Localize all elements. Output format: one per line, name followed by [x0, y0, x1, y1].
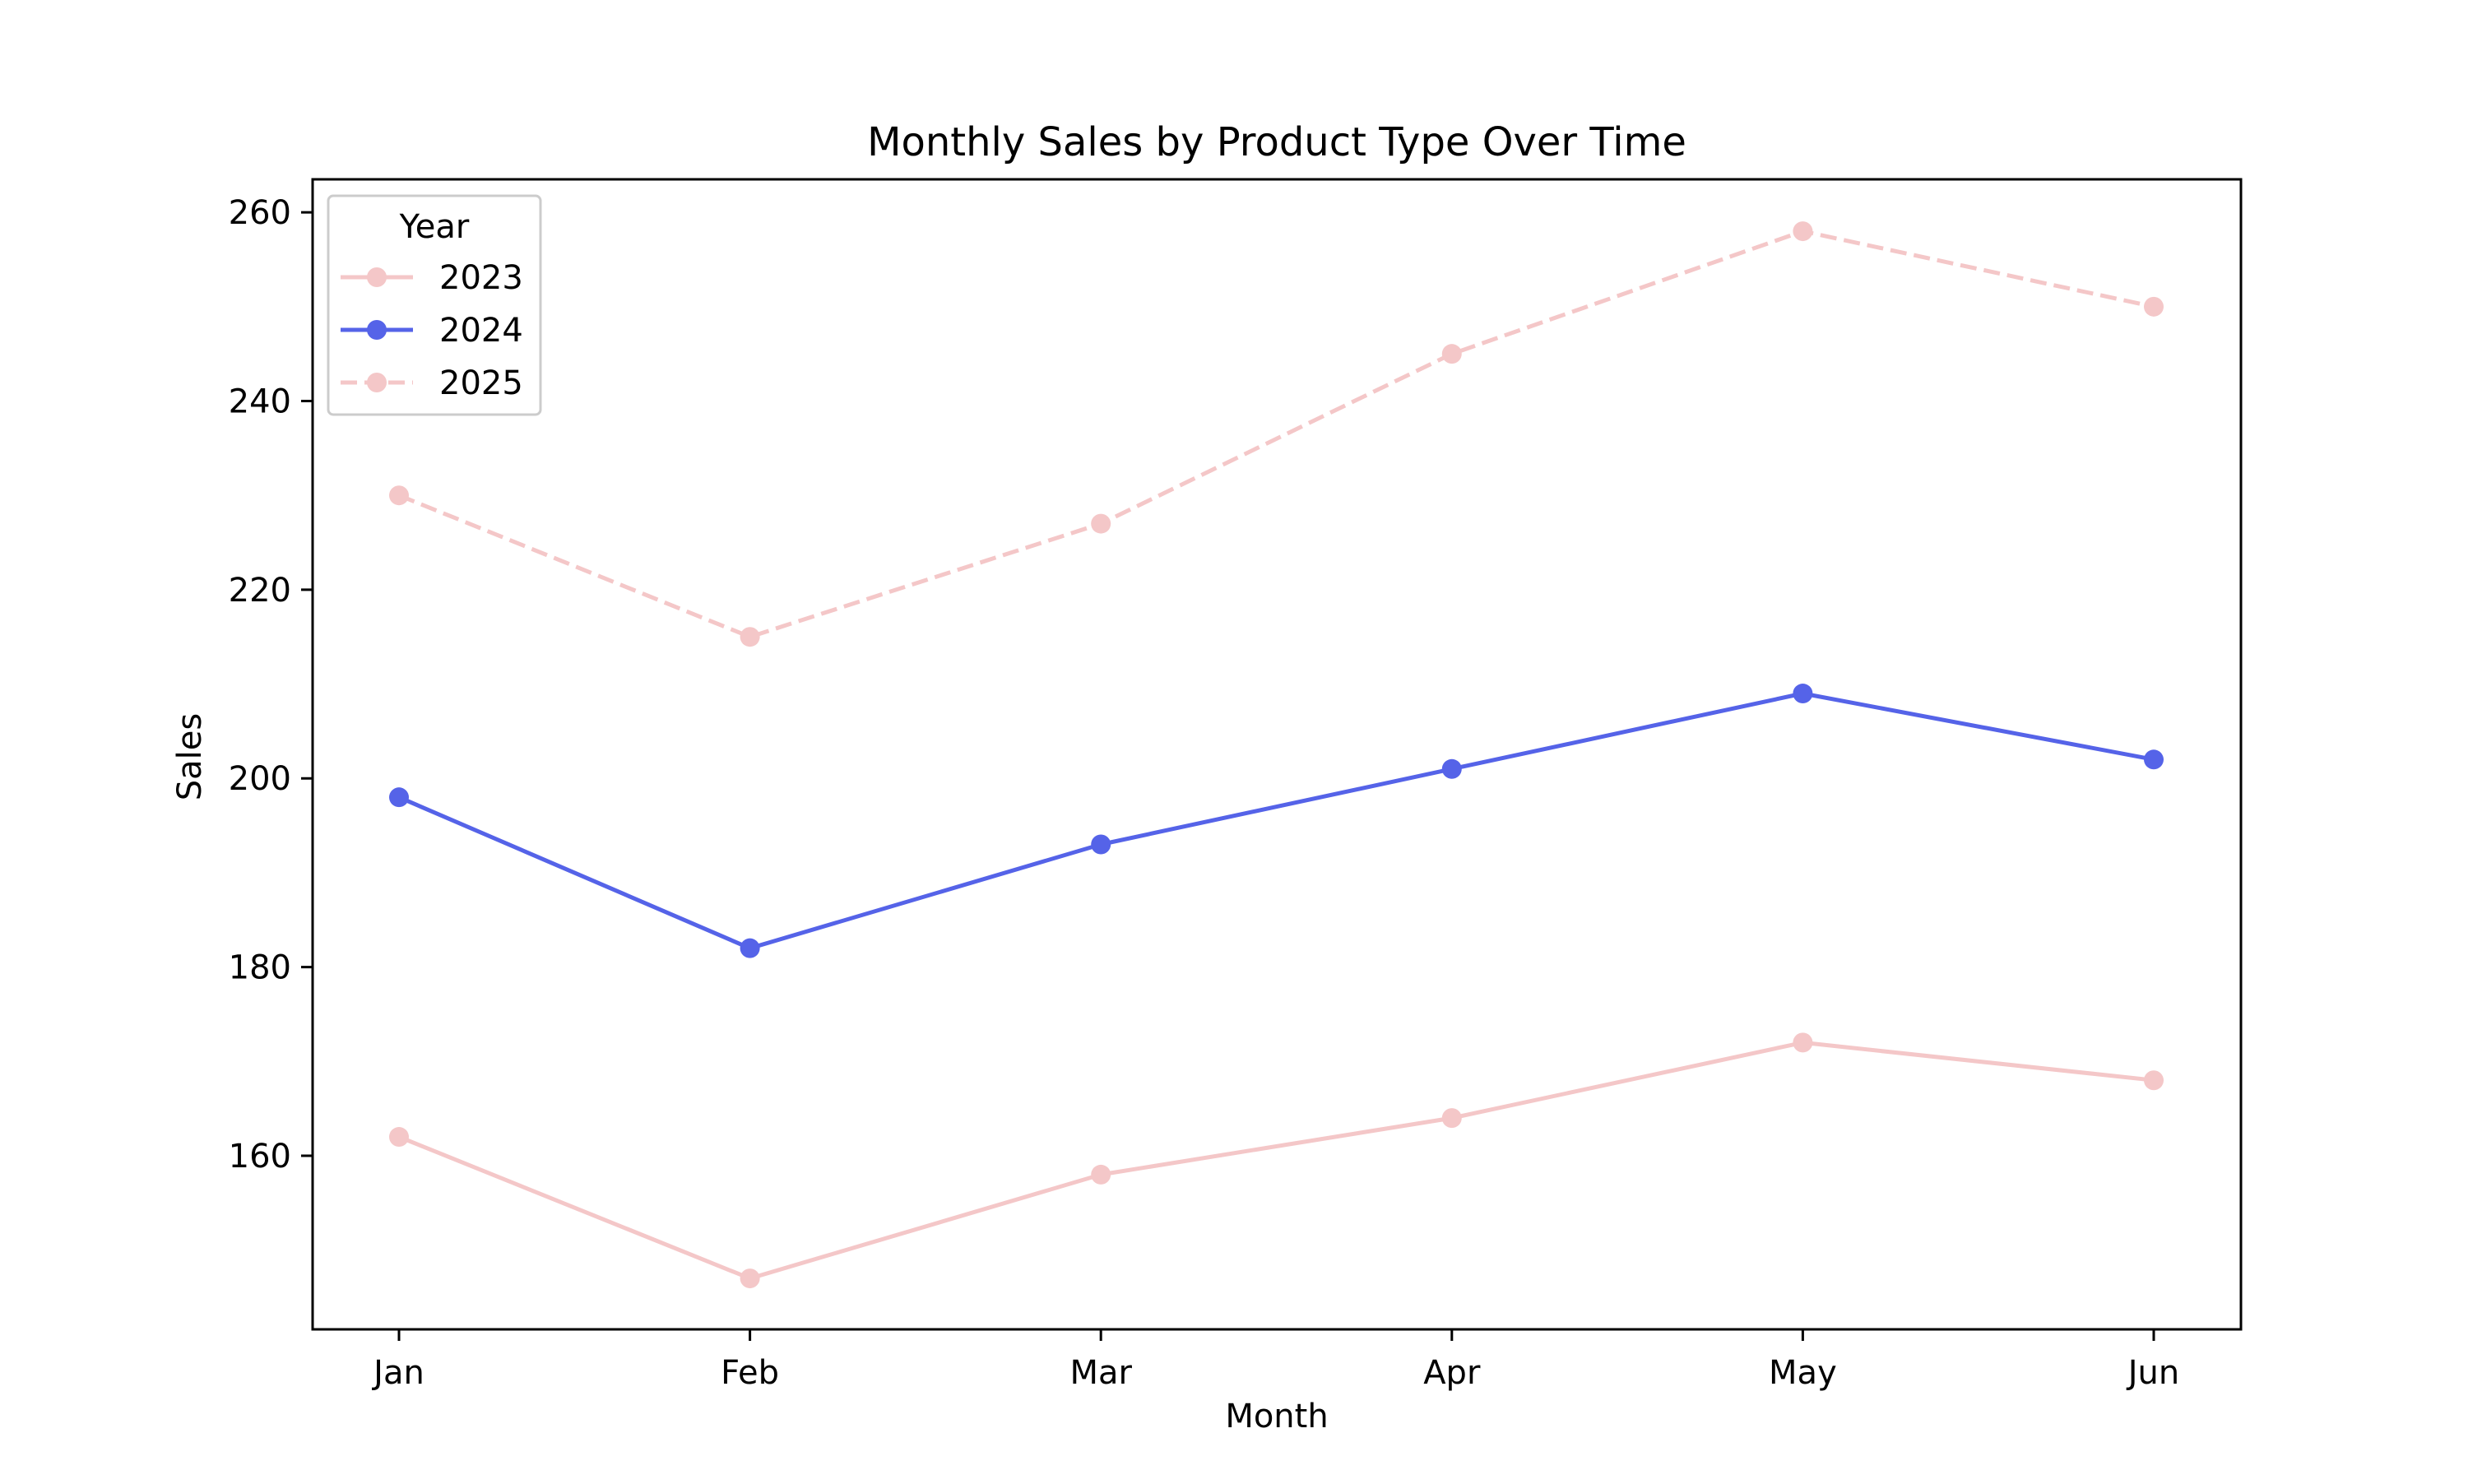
- data-point: [1793, 684, 1813, 704]
- legend-entries: 2023 2024 2025: [341, 259, 523, 402]
- data-point: [2144, 749, 2164, 770]
- x-axis-label: Month: [1225, 1398, 1328, 1435]
- legend-label: 2024: [439, 312, 523, 350]
- series-2024: [389, 684, 2164, 958]
- data-point: [1441, 1108, 1462, 1129]
- series-2025: [389, 221, 2164, 647]
- legend-title: Year: [399, 208, 470, 246]
- data-point: [1091, 1164, 1111, 1185]
- legend-marker: [367, 320, 387, 340]
- series-line: [398, 691, 2155, 951]
- y-tick-label: 220: [229, 572, 291, 610]
- data-point: [740, 938, 760, 958]
- legend-label: 2023: [439, 259, 523, 297]
- data-point: [740, 627, 760, 647]
- plot-area-frame: [311, 178, 2243, 1331]
- x-tick-label: Mar: [1069, 1354, 1132, 1392]
- y-axis-label: Sales: [171, 713, 209, 800]
- y-tick-label: 240: [229, 383, 291, 421]
- legend-box: [327, 194, 542, 416]
- x-tick-label: Jan: [371, 1354, 424, 1392]
- data-point: [1091, 513, 1111, 534]
- x-tick-label: Feb: [721, 1354, 779, 1392]
- chart-title: Monthly Sales by Product Type Over Time: [867, 119, 1686, 165]
- data-point: [1793, 221, 1813, 242]
- legend-marker: [367, 373, 387, 392]
- y-tick-label: 160: [229, 1138, 291, 1176]
- y-axis-ticks: 160 180 200 220 240 260: [229, 194, 313, 1176]
- legend-entry: 2025: [341, 364, 523, 402]
- x-axis-ticks: Jan Feb Mar Apr May Jun: [371, 1329, 2179, 1392]
- data-point: [1091, 834, 1111, 855]
- series-line: [398, 229, 2155, 639]
- data-point: [740, 1268, 760, 1289]
- y-tick-label: 200: [229, 760, 291, 798]
- data-point: [389, 787, 409, 808]
- legend-entry: 2024: [341, 312, 523, 350]
- x-tick-label: May: [1769, 1354, 1837, 1392]
- legend-marker: [367, 267, 387, 287]
- data-point: [1793, 1032, 1813, 1053]
- legend: Year 2023 2024 2025: [327, 194, 542, 416]
- data-point: [389, 485, 409, 506]
- series-line: [398, 1040, 2155, 1281]
- data-point: [1441, 344, 1462, 364]
- x-tick-label: Jun: [2126, 1354, 2180, 1392]
- y-tick-label: 260: [229, 194, 291, 232]
- data-point: [1441, 758, 1462, 779]
- legend-label: 2025: [439, 364, 523, 402]
- series-2023: [389, 1032, 2164, 1289]
- y-tick-label: 180: [229, 949, 291, 987]
- x-tick-label: Apr: [1423, 1354, 1481, 1392]
- data-point: [2144, 296, 2164, 317]
- legend-entry: 2023: [341, 259, 523, 297]
- series-layer: [389, 221, 2164, 1289]
- data-point: [2144, 1070, 2164, 1091]
- data-point: [389, 1127, 409, 1148]
